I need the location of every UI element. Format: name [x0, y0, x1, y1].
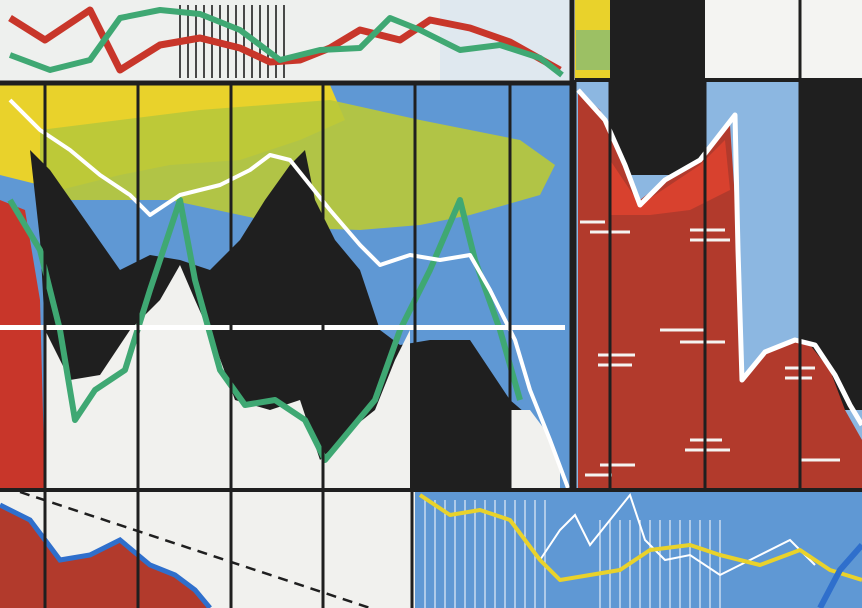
bottom-left-red-area	[0, 505, 210, 608]
frame-lines	[0, 0, 862, 492]
bottom-right-blue	[415, 490, 862, 608]
left-red-sliver	[0, 200, 45, 490]
right-vertical-grid	[573, 0, 802, 490]
white-foreground-right	[510, 410, 560, 490]
top-right-black-block	[610, 0, 705, 80]
right-bright-red-patch	[610, 140, 730, 215]
top-green-line	[8, 7, 564, 78]
bottom-strip	[0, 490, 862, 608]
main-white-line	[8, 98, 570, 489]
main-horizontal-rule	[0, 325, 565, 330]
right-black-upper	[610, 80, 705, 175]
bottom-left-dashed-line	[19, 490, 371, 608]
right-red-area	[578, 90, 862, 490]
main-vertical-grid	[43, 85, 512, 490]
main-green-line	[7, 197, 523, 463]
top-right-white-block	[705, 0, 862, 80]
bottom-vertical-grid	[43, 490, 414, 608]
top-right-green-block	[576, 30, 610, 70]
white-foreground-area	[45, 265, 410, 490]
bottom-left-blue-line	[0, 502, 212, 608]
bottom-right-white-line	[539, 492, 816, 577]
top-strip-panel	[0, 0, 570, 80]
right-panel	[573, 0, 862, 490]
bottom-right-yellow-line	[418, 493, 862, 582]
bottom-right-blue-stroke	[817, 543, 862, 608]
right-white-line	[576, 88, 862, 427]
main-panel	[0, 85, 570, 490]
